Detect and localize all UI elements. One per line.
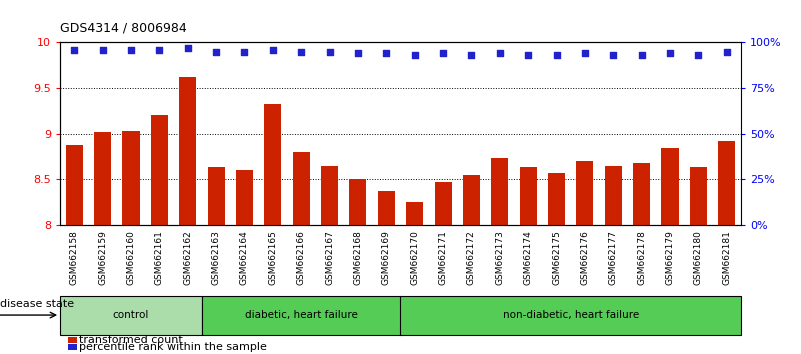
Text: GSM662174: GSM662174 (524, 230, 533, 285)
Text: GSM662158: GSM662158 (70, 230, 78, 285)
Bar (123, 131, 139, 225)
Point (68, 47, 81, 53)
Bar (207, 167, 224, 225)
Text: GSM662161: GSM662161 (155, 230, 164, 285)
Point (550, 52, 563, 58)
Text: GSM662169: GSM662169 (382, 230, 391, 285)
Bar (95, 132, 111, 225)
Text: GSM662162: GSM662162 (183, 230, 192, 285)
Text: percentile rank within the sample: percentile rank within the sample (79, 342, 268, 352)
Bar (434, 182, 452, 225)
Bar (605, 166, 622, 225)
Bar (179, 77, 196, 225)
Text: GSM662172: GSM662172 (467, 230, 476, 285)
Text: diabetic, heart failure: diabetic, heart failure (245, 310, 358, 320)
Text: transformed count: transformed count (79, 335, 183, 345)
Bar (60, 296, 202, 335)
Bar (548, 173, 565, 225)
Point (635, 52, 648, 58)
Bar (66, 144, 83, 225)
Point (437, 51, 449, 56)
Point (352, 51, 364, 56)
Text: disease state: disease state (0, 299, 74, 309)
Bar (378, 191, 395, 225)
Text: GSM662175: GSM662175 (552, 230, 561, 285)
Bar (349, 179, 366, 225)
Bar (400, 296, 741, 335)
Bar (690, 167, 706, 225)
Text: GSM662181: GSM662181 (723, 230, 731, 285)
Bar (718, 141, 735, 225)
Text: GSM662159: GSM662159 (99, 230, 107, 285)
Point (153, 47, 166, 53)
Text: GSM662168: GSM662168 (353, 230, 362, 285)
Point (578, 51, 591, 56)
Bar (520, 167, 537, 225)
Bar (463, 175, 480, 225)
Text: GSM662167: GSM662167 (325, 230, 334, 285)
Text: GSM662177: GSM662177 (609, 230, 618, 285)
Point (323, 49, 336, 55)
Point (96, 47, 109, 53)
Bar (236, 170, 253, 225)
Text: GSM662164: GSM662164 (240, 230, 249, 285)
Point (267, 47, 280, 53)
Point (380, 51, 392, 56)
Bar (491, 158, 509, 225)
Bar (577, 161, 594, 225)
Text: GSM662176: GSM662176 (581, 230, 590, 285)
Point (607, 52, 620, 58)
Point (465, 52, 478, 58)
Text: control: control (113, 310, 149, 320)
Text: GDS4314 / 8006984: GDS4314 / 8006984 (60, 21, 187, 34)
Text: GSM662165: GSM662165 (268, 230, 277, 285)
Point (409, 52, 421, 58)
Point (720, 49, 733, 55)
Point (493, 51, 506, 56)
Text: GSM662166: GSM662166 (296, 230, 306, 285)
Bar (321, 166, 338, 225)
Bar (633, 163, 650, 225)
Bar (292, 152, 310, 225)
Point (181, 45, 194, 51)
Bar (151, 115, 168, 225)
Text: GSM662180: GSM662180 (694, 230, 702, 285)
Text: GSM662173: GSM662173 (495, 230, 505, 285)
Bar (202, 296, 400, 335)
Text: GSM662170: GSM662170 (410, 230, 419, 285)
Point (210, 49, 223, 55)
Text: GSM662179: GSM662179 (666, 230, 674, 285)
Text: GSM662178: GSM662178 (637, 230, 646, 285)
Text: GSM662171: GSM662171 (439, 230, 448, 285)
Point (663, 51, 676, 56)
Point (295, 49, 308, 55)
Point (125, 47, 138, 53)
Text: non-diabetic, heart failure: non-diabetic, heart failure (502, 310, 639, 320)
Bar (662, 148, 678, 225)
Point (238, 49, 251, 55)
Bar (264, 104, 281, 225)
Point (521, 52, 534, 58)
Text: GSM662160: GSM662160 (127, 230, 135, 285)
Text: GSM662163: GSM662163 (211, 230, 220, 285)
Point (692, 52, 705, 58)
Bar (406, 202, 423, 225)
